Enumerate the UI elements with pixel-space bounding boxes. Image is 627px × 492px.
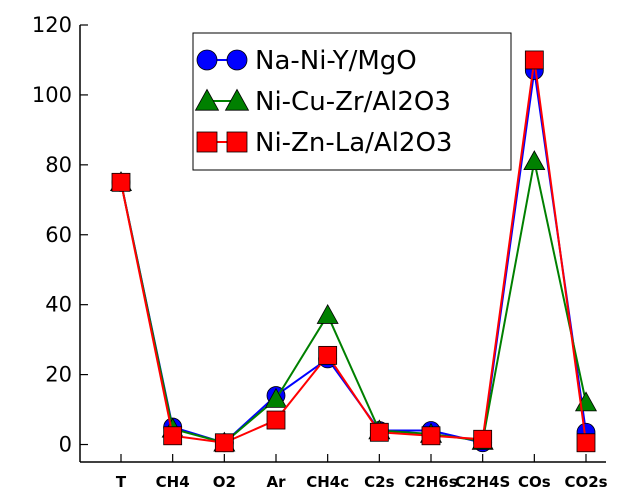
data-point — [576, 433, 596, 453]
legend-label: Ni-Zn-La/Al2O3 — [255, 128, 452, 158]
data-point — [524, 50, 544, 70]
y-tick-label: 80 — [45, 153, 72, 177]
legend-item: Ni-Cu-Zr/Al2O3 — [194, 87, 451, 117]
x-tick-label: C2s — [364, 473, 394, 491]
series-2 — [109, 150, 598, 452]
x-tick-label: C2H4S — [455, 473, 510, 491]
legend-marker — [226, 131, 248, 153]
y-tick-label: 100 — [32, 83, 72, 107]
legend-item: Na-Ni-Y/MgO — [196, 46, 417, 76]
data-point — [264, 387, 288, 408]
data-point — [111, 172, 131, 192]
x-tick-label: T — [116, 473, 127, 491]
legend: Na-Ni-Y/MgO Ni-Cu-Zr/Al2O3 Ni-Zn-La/Al2O3 — [192, 32, 512, 171]
data-point — [214, 433, 234, 453]
x-tick-label: CH4c — [306, 473, 349, 491]
x-tick-label: C2H6s — [404, 473, 457, 491]
data-point — [266, 410, 286, 430]
data-point — [163, 426, 183, 446]
legend-label: Na-Ni-Y/MgO — [255, 46, 417, 76]
series-3 — [111, 50, 596, 453]
x-tick-label: CO2s — [564, 473, 607, 491]
legend-marker — [226, 49, 248, 71]
data-point — [473, 429, 493, 449]
data-point — [523, 150, 546, 171]
y-tick-label: 120 — [32, 13, 72, 37]
data-point — [316, 303, 339, 324]
series-line — [120, 59, 587, 444]
series-line — [120, 161, 587, 444]
data-point — [369, 422, 389, 442]
legend-marker — [194, 88, 220, 111]
x-tick-label: COs — [518, 473, 551, 491]
legend-marker — [224, 88, 250, 111]
legend-item: Ni-Zn-La/Al2O3 — [196, 128, 452, 158]
y-axis-ticks: 0 20 40 60 80 100 120 — [32, 13, 88, 457]
y-tick-label: 60 — [45, 223, 72, 247]
legend-label: Ni-Cu-Zr/Al2O3 — [255, 87, 451, 117]
data-point — [421, 426, 441, 446]
x-tick-label: O2 — [213, 473, 236, 491]
y-tick-label: 0 — [59, 433, 72, 457]
series-group — [109, 50, 598, 453]
legend-marker — [196, 131, 218, 153]
data-point — [318, 345, 338, 365]
y-tick-label: 20 — [45, 363, 72, 387]
legend-marker — [196, 49, 218, 71]
y-tick-label: 40 — [45, 293, 72, 317]
axes — [79, 25, 606, 463]
x-tick-label: CH4 — [156, 473, 190, 491]
x-tick-label: Ar — [266, 473, 286, 491]
